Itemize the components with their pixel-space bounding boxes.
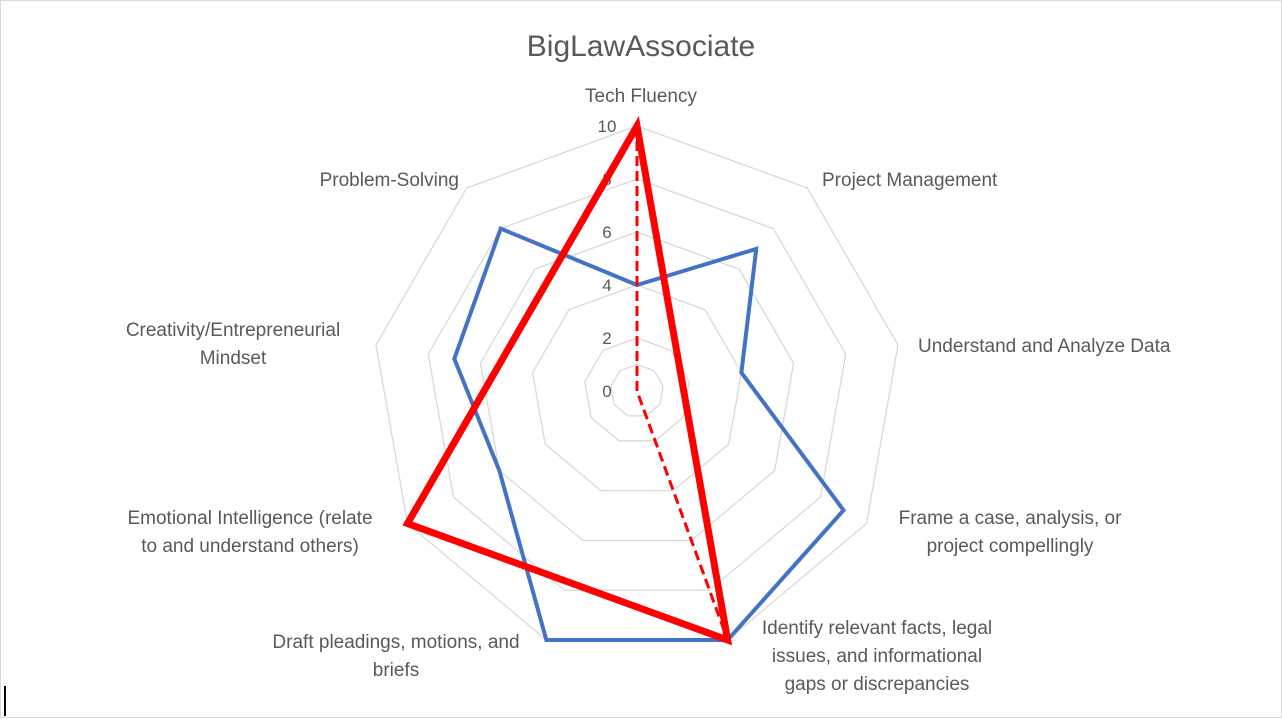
series-line-blue bbox=[452, 225, 847, 643]
axis-label: Creativity/Entrepreneurial Mindset bbox=[126, 320, 340, 369]
gridline-inner bbox=[610, 363, 664, 417]
axis-label-line: issues, and informational bbox=[772, 646, 982, 667]
tick-label: 2 bbox=[602, 329, 611, 348]
axis-label-line: Identify relevant facts, legal bbox=[762, 618, 992, 639]
axis-label: Tech Fluency bbox=[585, 86, 697, 107]
series bbox=[402, 115, 847, 646]
axis-label-line: to and understand others) bbox=[141, 536, 359, 557]
axis-labels: Tech Fluency Project Management Understand… bbox=[126, 86, 1171, 695]
axis-label: Problem-Solving bbox=[320, 170, 459, 191]
chart-title: BigLawAssociate bbox=[527, 30, 755, 63]
axis-label-line: Tech Fluency bbox=[585, 86, 697, 107]
gridline-6 bbox=[479, 231, 795, 542]
axis-label-line: Creativity/Entrepreneurial bbox=[126, 320, 340, 341]
axis-label: Understand and Analyze Data bbox=[918, 336, 1171, 357]
gridline-8 bbox=[427, 178, 847, 591]
gridline-4 bbox=[531, 284, 743, 492]
axis-label: Emotional Intelligence (relate to and und… bbox=[127, 508, 372, 557]
axis-label-line: Understand and Analyze Data bbox=[918, 336, 1171, 357]
axis-label-line: project compellingly bbox=[927, 536, 1094, 557]
axis-label-line: Emotional Intelligence (relate bbox=[127, 508, 372, 529]
axis-label-line: Frame a case, analysis, or bbox=[899, 508, 1122, 529]
axis-label: Frame a case, analysis, or project compel… bbox=[899, 508, 1122, 557]
text-cursor bbox=[4, 686, 6, 716]
series-line-red-thick bbox=[402, 115, 733, 646]
axis-label: Identify relevant facts, legal issues, an… bbox=[762, 618, 992, 695]
axis-label: Draft pleadings, motions, and briefs bbox=[272, 632, 519, 681]
axis-label-line: gaps or discrepancies bbox=[785, 674, 970, 695]
axis-label-line: Problem-Solving bbox=[320, 170, 459, 191]
axis-label-line: Project Management bbox=[822, 170, 998, 191]
axis-label-line: Mindset bbox=[200, 348, 267, 369]
tick-label: 4 bbox=[602, 276, 611, 295]
axis-label: Project Management bbox=[822, 170, 998, 191]
tick-label: 10 bbox=[598, 117, 617, 136]
axis-label-line: briefs bbox=[373, 660, 419, 681]
tick-label: 0 bbox=[602, 382, 611, 401]
axis-label-line: Draft pleadings, motions, and bbox=[272, 632, 519, 653]
tick-label: 6 bbox=[602, 223, 611, 242]
